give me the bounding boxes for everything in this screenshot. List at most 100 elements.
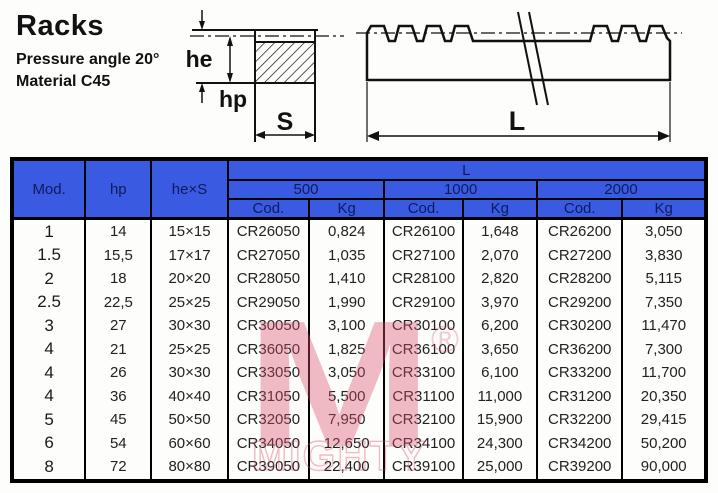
table-cell: 2 xyxy=(10,267,87,291)
table-cell: 11,000 xyxy=(461,384,538,408)
table-row: 2 18 20×20 CR28050 1,410 CR28100 2,820 CR28200 5… xyxy=(10,267,707,291)
table-cell: 45 xyxy=(84,408,153,432)
table-cell: 2.5 xyxy=(10,290,87,314)
table-row: 1 14 15×15 CR26050 0,824 CR26100 1,648 CR26200 3… xyxy=(10,218,707,244)
table-cell: 6,200 xyxy=(461,314,538,338)
table-cell: CR36200 xyxy=(535,337,624,361)
table-cell: CR28200 xyxy=(535,267,624,291)
table-row: 3 27 30×30 CR30050 3,100 CR30100 6,200 CR30200 1… xyxy=(10,314,707,338)
col-header-hp: hp xyxy=(84,158,153,220)
col-header-mod: Mod. xyxy=(10,158,87,220)
table-cell: CR29200 xyxy=(535,290,624,314)
table-cell: 36 xyxy=(84,384,153,408)
table-body: 1 14 15×15 CR26050 0,824 CR26100 1,648 CR26200 3… xyxy=(10,218,707,481)
table-cell: CR31200 xyxy=(535,384,624,408)
table-cell: 15,900 xyxy=(461,408,538,432)
table-cell: 1.5 xyxy=(10,243,87,267)
table-cell: 60×60 xyxy=(150,431,229,455)
table-cell: 1,410 xyxy=(308,267,386,291)
table-row: 2.5 22,5 25×25 CR29050 1,990 CR29100 3,970 CR29… xyxy=(10,290,707,314)
table-cell: 1,825 xyxy=(308,337,386,361)
table-cell: 25,000 xyxy=(461,455,538,481)
col-header-length-2000: 2000 xyxy=(535,179,708,200)
table-cell: 3,970 xyxy=(461,290,538,314)
table-cell: CR32050 xyxy=(226,408,311,432)
table-cell: CR32200 xyxy=(535,408,624,432)
table-row: 8 72 80×80 CR39050 22,400 CR39100 25,000 CR3920… xyxy=(10,455,707,481)
col-header-cod-500: Cod. xyxy=(226,198,311,220)
table-cell: CR26050 xyxy=(226,218,311,244)
table-cell: 2,820 xyxy=(461,267,538,291)
table-row: 6 54 60×60 CR34050 12,650 CR34100 24,300 CR3420… xyxy=(10,431,707,455)
table-cell: 6,100 xyxy=(461,361,538,385)
material-text: Material C45 xyxy=(16,72,111,90)
table-cell: 30×30 xyxy=(150,314,229,338)
table-cell: 14 xyxy=(84,218,153,244)
table-container: Mod. hp he×S L 500 1000 2000 Cod. Kg Cod… xyxy=(10,157,708,483)
label-l: L xyxy=(509,106,526,136)
table-cell: 11,700 xyxy=(621,361,707,385)
page-title: Racks xyxy=(16,10,104,42)
table-cell: 4 xyxy=(10,337,87,361)
col-header-length-1000: 1000 xyxy=(383,179,538,200)
table-cell: CR26200 xyxy=(535,218,624,244)
table-cell: 1,035 xyxy=(308,243,386,267)
table-cell: 1,648 xyxy=(461,218,538,244)
table-cell: 5,500 xyxy=(308,384,386,408)
table-cell: CR34200 xyxy=(535,431,624,455)
table-cell: 7,300 xyxy=(621,337,707,361)
table-cell: CR26100 xyxy=(383,218,464,244)
table-cell: CR33050 xyxy=(226,361,311,385)
table-cell: CR29050 xyxy=(226,290,311,314)
col-header-kg-500: Kg xyxy=(308,198,386,220)
table-cell: 4 xyxy=(10,361,87,385)
table-cell: 3,830 xyxy=(621,243,707,267)
table-cell: 3,050 xyxy=(308,361,386,385)
table-row: 5 45 50×50 CR32050 7,950 CR32100 15,900 CR32200… xyxy=(10,408,707,432)
table-cell: 30×30 xyxy=(150,361,229,385)
label-hp: hp xyxy=(219,86,247,112)
table-cell: 18 xyxy=(84,267,153,291)
table-cell: 3,050 xyxy=(621,218,707,244)
table-cell: CR31050 xyxy=(226,384,311,408)
table-cell: 6 xyxy=(10,431,87,455)
rack-drawings: he hp S L xyxy=(186,10,682,142)
table-cell: CR31100 xyxy=(383,384,464,408)
table-cell: CR33200 xyxy=(535,361,624,385)
table-row: 1.5 15,5 17×17 CR27050 1,035 CR27100 2,070 CR27… xyxy=(10,243,707,267)
col-header-cod-2000: Cod. xyxy=(535,198,624,220)
table-row: 4 21 25×25 CR36050 1,825 CR36100 3,650 CR36200 7… xyxy=(10,337,707,361)
cross-section-drawing xyxy=(190,10,344,142)
table-cell: 3 xyxy=(10,314,87,338)
table-cell: 22,5 xyxy=(84,290,153,314)
table-row: 4 36 40×40 CR31050 5,500 CR31100 11,000 CR31200… xyxy=(10,384,707,408)
table-cell: 17×17 xyxy=(150,243,229,267)
table-cell: CR30100 xyxy=(383,314,464,338)
table-cell: 15,5 xyxy=(84,243,153,267)
table-row: 4 26 30×30 CR33050 3,050 CR33100 6,100 CR33200 1… xyxy=(10,361,707,385)
table-cell: CR28100 xyxy=(383,267,464,291)
table-cell: CR32100 xyxy=(383,408,464,432)
table-cell: 50×50 xyxy=(150,408,229,432)
table-cell: 54 xyxy=(84,431,153,455)
table-cell: 0,824 xyxy=(308,218,386,244)
table-cell: 50,200 xyxy=(621,431,707,455)
table-cell: 29,415 xyxy=(621,408,707,432)
table-cell: CR30200 xyxy=(535,314,624,338)
table-cell: 4 xyxy=(10,384,87,408)
table-cell: 7,350 xyxy=(621,290,707,314)
table-cell: 24,300 xyxy=(461,431,538,455)
table-cell: 40×40 xyxy=(150,384,229,408)
table-cell: 1,990 xyxy=(308,290,386,314)
table-cell: CR27050 xyxy=(226,243,311,267)
col-header-kg-1000: Kg xyxy=(461,198,538,220)
label-he: he xyxy=(186,46,213,72)
table-cell: 7,950 xyxy=(308,408,386,432)
col-header-kg-2000: Kg xyxy=(621,198,707,220)
table-cell: 25×25 xyxy=(150,337,229,361)
table-cell: 5,115 xyxy=(621,267,707,291)
table-cell: 8 xyxy=(10,455,87,481)
table-cell: CR28050 xyxy=(226,267,311,291)
racks-table: Mod. hp he×S L 500 1000 2000 Cod. Kg Cod… xyxy=(10,157,708,483)
table-cell: CR27100 xyxy=(383,243,464,267)
